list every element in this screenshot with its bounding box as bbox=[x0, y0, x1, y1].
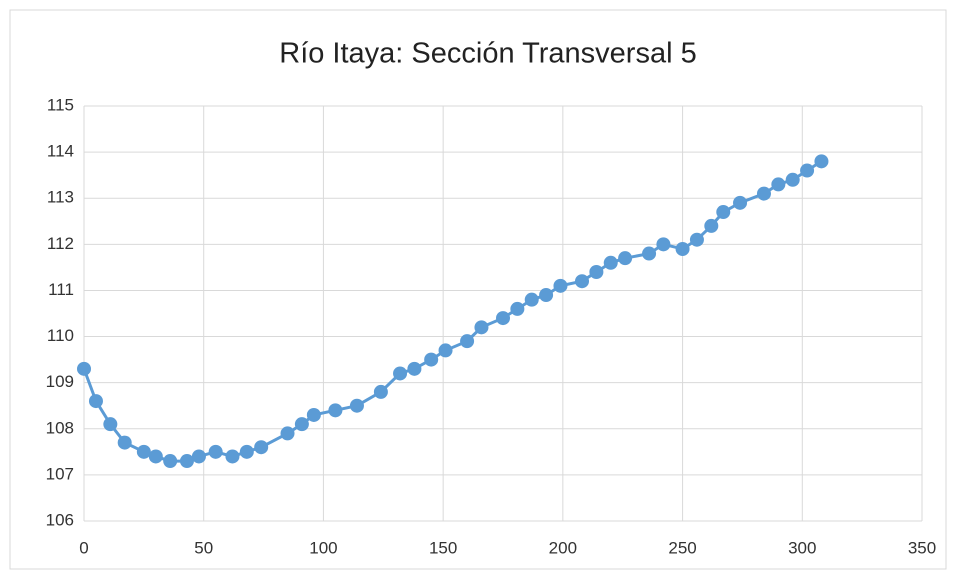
data-point bbox=[294, 417, 309, 432]
y-tick-label: 115 bbox=[47, 95, 74, 114]
x-tick-label: 200 bbox=[549, 538, 577, 557]
data-point bbox=[460, 334, 475, 349]
data-point bbox=[800, 163, 815, 178]
data-point bbox=[136, 444, 151, 459]
data-point bbox=[280, 426, 295, 441]
data-point bbox=[424, 352, 439, 367]
data-point bbox=[689, 232, 704, 247]
data-point bbox=[756, 186, 771, 201]
data-point bbox=[510, 301, 525, 316]
data-point bbox=[814, 154, 829, 169]
data-point bbox=[553, 278, 568, 293]
data-point bbox=[771, 177, 786, 192]
data-point bbox=[589, 265, 604, 279]
x-tick-label: 0 bbox=[79, 538, 88, 557]
chart-title: Río Itaya: Sección Transversal 5 bbox=[279, 38, 696, 70]
data-point bbox=[785, 172, 800, 187]
x-tick-label: 250 bbox=[668, 538, 696, 557]
data-point bbox=[254, 440, 269, 455]
y-tick-label: 114 bbox=[47, 142, 74, 161]
data-point bbox=[733, 195, 748, 210]
y-tick-label: 108 bbox=[46, 418, 74, 437]
data-point bbox=[575, 274, 590, 289]
chart-border bbox=[9, 9, 947, 570]
y-tick-label: 112 bbox=[47, 234, 74, 253]
data-point bbox=[656, 237, 671, 252]
y-tick-label: 106 bbox=[46, 510, 74, 529]
data-point bbox=[407, 361, 422, 376]
data-point bbox=[239, 444, 254, 459]
data-point bbox=[328, 403, 343, 418]
data-point bbox=[438, 343, 453, 358]
data-point bbox=[474, 320, 489, 335]
x-tick-label: 350 bbox=[908, 538, 936, 557]
data-point bbox=[88, 394, 103, 409]
x-tick-label: 300 bbox=[788, 538, 816, 557]
data-point bbox=[349, 398, 364, 413]
data-point bbox=[539, 288, 554, 303]
y-tick-label: 107 bbox=[46, 464, 74, 483]
y-tick-label: 111 bbox=[48, 280, 74, 299]
data-point bbox=[496, 311, 510, 326]
data-point bbox=[103, 417, 118, 432]
data-point bbox=[225, 449, 240, 464]
data-point bbox=[191, 449, 206, 464]
data-point bbox=[117, 435, 132, 450]
data-point bbox=[306, 407, 321, 422]
data-point bbox=[618, 251, 633, 266]
x-tick-label: 150 bbox=[429, 538, 457, 557]
x-tick-label: 50 bbox=[194, 538, 213, 557]
data-point bbox=[163, 454, 178, 469]
data-point bbox=[148, 449, 163, 464]
data-point bbox=[393, 366, 408, 381]
data-point bbox=[373, 384, 388, 399]
y-tick-label: 110 bbox=[47, 326, 74, 345]
x-tick-label: 100 bbox=[309, 538, 337, 557]
data-point bbox=[716, 205, 731, 220]
y-tick-label: 109 bbox=[46, 372, 74, 391]
data-point bbox=[179, 454, 194, 469]
data-point bbox=[642, 246, 657, 261]
y-tick-label: 113 bbox=[47, 188, 74, 207]
data-point bbox=[675, 241, 690, 256]
data-point bbox=[77, 361, 91, 376]
data-point bbox=[524, 292, 539, 307]
data-point bbox=[208, 444, 223, 459]
data-point bbox=[704, 218, 719, 233]
data-point bbox=[603, 255, 618, 270]
